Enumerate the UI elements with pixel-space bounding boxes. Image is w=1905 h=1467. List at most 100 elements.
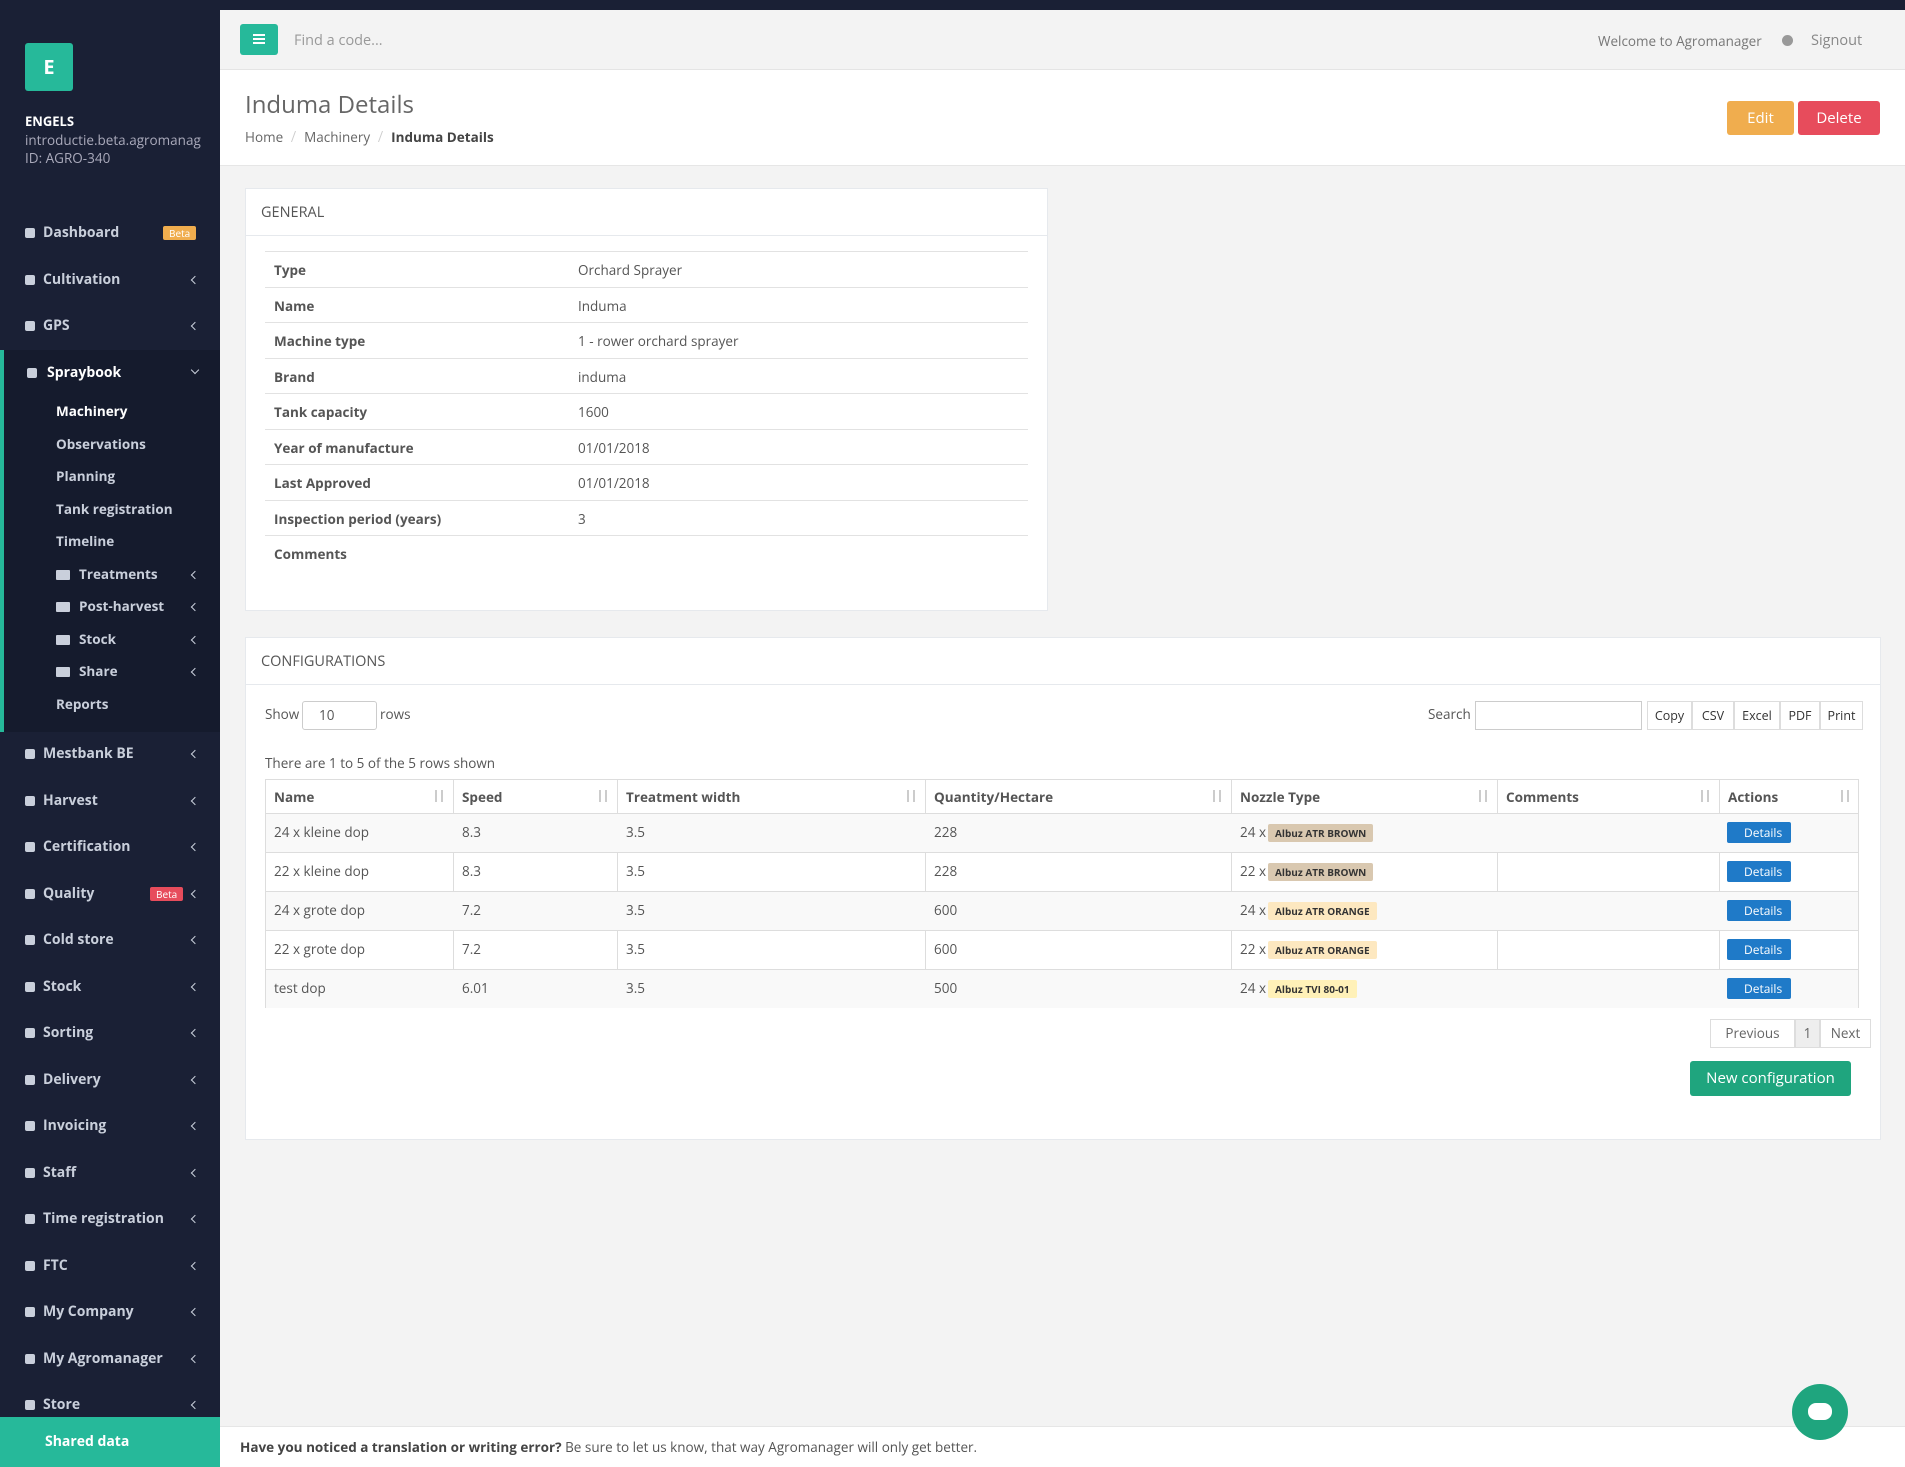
submenu-item[interactable]: Planning [0,460,220,493]
delete-button[interactable]: Delete [1798,101,1880,135]
field-label: Year of manufacture [274,438,414,457]
submenu-item[interactable]: Observations [0,428,220,461]
field-label: Name [274,296,315,315]
pagination-button[interactable]: Next [1820,1019,1871,1048]
chat-button[interactable] [1792,1384,1848,1440]
row-line [265,499,1028,501]
details-button[interactable]: Details [1727,978,1791,999]
submenu-item[interactable]: Post-harvest [0,590,220,623]
breadcrumb-item: Induma Details [391,128,494,146]
cell: 3.5 [626,940,645,958]
new-configuration[interactable]: New configuration [1690,1061,1851,1096]
page-header: Induma Details Home Machinery Induma Detai… [220,70,1905,166]
bug-icon[interactable] [1782,35,1793,46]
show-label: Show [265,705,300,723]
breadcrumb-item[interactable]: Machinery [304,128,371,146]
submenu-item[interactable]: Share [0,655,220,688]
menu-icon [25,795,35,806]
export-button[interactable]: PDF [1780,701,1820,730]
column-header[interactable]: Comments [1506,788,1579,806]
footer-bold: Have you noticed a translation or writin… [240,1438,562,1456]
page-size: 10 [319,706,335,724]
export-button[interactable]: Excel [1734,701,1780,730]
menu-label: Invoicing [43,1116,107,1135]
company: ENGELS [25,112,75,130]
menu-item[interactable]: Delivery [0,1057,220,1103]
details-button[interactable]: Details [1727,861,1791,882]
menu-item[interactable]: Cold store [0,917,220,963]
menu-item[interactable]: Quality Beta [0,871,220,917]
menu-icon [25,981,35,992]
page-size-select[interactable]: 10 [302,701,377,730]
menu-icon [25,1260,35,1271]
menu-item[interactable]: Sorting [0,1010,220,1056]
rows-label: rows [380,705,411,723]
details-button[interactable]: Details [1727,939,1791,960]
sort-icon [1213,790,1221,802]
submenu-item[interactable]: Timeline [0,525,220,558]
details-button[interactable]: Details [1727,900,1791,921]
pagination-button[interactable]: 1 [1795,1019,1820,1048]
cell: 6.01 [462,979,489,997]
cell: 600 [934,901,958,919]
column-header[interactable]: Nozzle Type [1240,788,1321,806]
column-header[interactable]: Speed [462,788,503,806]
search-input[interactable]: Find a code... [294,31,383,50]
row-line [265,393,1028,394]
menu-item[interactable]: Stock [0,964,220,1010]
nozzle-count: 24 x [1240,823,1267,841]
menu-item[interactable]: GPS [0,303,220,349]
shared-data[interactable]: Shared data [0,1417,220,1467]
pagination-button[interactable]: Previous [1710,1019,1795,1048]
menu-item[interactable]: Cultivation [0,257,220,303]
menu-item[interactable]: My Company [0,1289,220,1335]
details-button[interactable]: Details [1727,822,1791,843]
nozzle-tag: Albuz ATR ORANGE [1268,902,1377,920]
export-button[interactable]: Copy [1647,701,1692,730]
submenu-item[interactable]: Reports [0,688,220,721]
submenu-item[interactable]: Stock [0,623,220,656]
signout[interactable]: Signout [1811,31,1863,50]
column-header[interactable]: Name [274,788,315,806]
edit-button[interactable]: Edit [1727,101,1794,135]
menu-icon [25,274,35,285]
row-line [265,322,1028,323]
submenu-label: Post-harvest [79,597,165,615]
menu-item[interactable]: Staff [0,1150,220,1196]
field-value: 1600 [578,403,609,421]
submenu-label: Stock [79,629,116,648]
export-button[interactable]: CSV [1692,701,1734,730]
submenu-item[interactable]: Machinery [0,395,220,428]
menu-item[interactable]: FTC [0,1243,220,1289]
search-box[interactable] [1475,701,1642,730]
menu-label: Spraybook [47,362,122,382]
breadcrumb-item[interactable]: Home [245,128,284,146]
sort-icon [907,790,915,802]
submenu-item[interactable]: Treatments [0,558,220,591]
sort-icon [435,790,443,802]
column-header[interactable]: Actions [1728,788,1779,806]
menu-item[interactable]: Invoicing [0,1103,220,1149]
menu-item[interactable]: Harvest [0,778,220,824]
logo[interactable]: E [25,43,73,91]
column-header[interactable]: Treatment width [626,788,741,806]
folder-icon [56,667,70,677]
menu-item[interactable]: Dashboard Beta [0,210,220,256]
cell: 500 [934,979,958,997]
table-row [266,813,1858,852]
menu-item[interactable]: Mestbank BE [0,731,220,777]
menu-label: Stock [43,976,82,996]
menu-item[interactable]: Store [0,1382,220,1428]
column-header[interactable]: Quantity/Hectare [934,788,1054,806]
menu-item[interactable]: Certification [0,824,220,870]
export-button[interactable]: Print [1820,701,1863,730]
menu-item[interactable]: My Agromanager [0,1336,220,1382]
card-title: GENERAL [261,203,325,222]
menu-item[interactable]: Spraybook [0,349,220,396]
menu-toggle[interactable] [240,24,278,55]
table-row [266,852,1858,891]
sidebar: E ENGELS introductie.beta.agromanag ID: … [0,10,220,1467]
menu-item[interactable]: Time registration [0,1196,220,1242]
field-value: 01/01/2018 [578,474,650,492]
submenu-item[interactable]: Tank registration [0,493,220,526]
